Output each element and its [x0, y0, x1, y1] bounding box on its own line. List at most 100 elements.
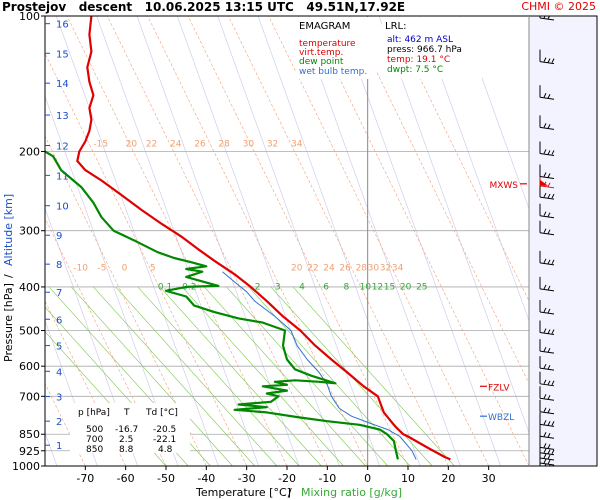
altitude-tick-label: 9: [56, 231, 62, 242]
adiabat-label: 34: [392, 264, 404, 274]
altitude-tick-label: 3: [56, 393, 62, 404]
wind-barb: [547, 449, 551, 454]
mixing-ratio-label: 25: [416, 282, 427, 292]
wind-barb: [539, 452, 555, 456]
wind-barb: [539, 196, 555, 200]
table-cell-td: -22.1: [153, 435, 176, 445]
wind-barb: [539, 383, 555, 387]
x-tick-label: -20: [278, 472, 296, 485]
wind-barb: [539, 96, 555, 100]
wind-barb: [547, 212, 551, 217]
dry-adiabat-line: [228, 16, 449, 466]
y-tick-label: 925: [19, 445, 40, 458]
mixing-ratio-line: [181, 286, 344, 466]
wind-barb: [539, 457, 555, 461]
wind-barb: [551, 449, 555, 454]
y-axis-ticks: 100 200 300 400 500 600 700 850 925 1000: [12, 10, 45, 473]
y-label-pressure: Pressure [hPa]: [2, 283, 15, 362]
altitude-tick-label: 15: [56, 49, 69, 60]
adiabat-labels: -15 20 22 24 26 28 30 32 34-10 -5 0 5 20 22 24 26 28 30 32…: [73, 140, 403, 274]
mixing-ratio-label: 6: [323, 282, 329, 292]
lrl-alt: alt: 462 m ASL: [387, 35, 453, 45]
chart-title: Prostejov descent 10.06.2025 13:15 UTC 4…: [2, 0, 405, 14]
adiabat-label: 30: [368, 264, 380, 274]
wind-barb: [543, 172, 547, 177]
mixing-ratio-line: [159, 286, 322, 466]
wind-barb: [540, 179, 548, 186]
sounding-series: [45, 16, 451, 461]
y-tick-label: 300: [19, 225, 40, 238]
table-cell-p: 850: [86, 445, 103, 455]
y-axis-label: Pressure [hPa] / Altitude [km]: [2, 194, 15, 362]
adiabat-label: 24: [170, 140, 182, 150]
lrl-title: LRL:: [385, 21, 406, 32]
wind-barb: [543, 346, 547, 352]
adiabat-label: 30: [243, 140, 255, 150]
x-tick-label: 10: [401, 472, 415, 485]
table-cell-t: 8.8: [119, 445, 134, 455]
altitude-tick-label: 1: [56, 441, 62, 452]
wind-barb: [551, 329, 555, 334]
sounding-datetime: 10.06.2025 13:15 UTC: [144, 0, 294, 14]
adiabat-label: 22: [146, 140, 157, 150]
dry-adiabat-line: [66, 16, 288, 466]
x-label-temperature: Temperature [°C]: [195, 486, 291, 499]
x-label-mixing-ratio: Mixing ratio [g/kg]: [301, 486, 402, 499]
wind-barb: [551, 58, 555, 63]
wind-barb: [547, 308, 551, 314]
plot-frame: [44, 15, 598, 467]
lrl-temp: temp: 19.1 °C: [387, 55, 450, 65]
lrl-press: press: 966.7 hPa: [387, 45, 462, 55]
dry-adiabat-line: [389, 16, 529, 302]
level-markers: MXWS FZLV WBZL: [480, 181, 527, 423]
table-header-td: Td [°C]: [145, 408, 178, 418]
table-cell-td: -20.5: [153, 425, 176, 435]
moist-adiabat-line: [419, 16, 529, 322]
adiabat-label: -10: [73, 264, 88, 274]
wind-barb: [543, 307, 547, 313]
marker-label: FZLV: [488, 383, 510, 393]
wind-barb: [539, 17, 555, 21]
wind-barb: [543, 443, 547, 448]
altitude-tick-label: 14: [56, 79, 69, 90]
adiabat-label: 20: [291, 264, 303, 274]
legend-item-temperature: temperature: [299, 39, 356, 49]
mixing-ratio-label: 3: [275, 282, 281, 292]
station-coords: 49.51N,17.92E: [306, 0, 406, 14]
x-tick-label: -50: [157, 472, 175, 485]
wind-barb: [543, 394, 547, 399]
y-tick-label: 500: [19, 325, 40, 338]
x-tick-label: -30: [238, 472, 256, 485]
y-tick-label: 850: [19, 428, 40, 441]
adiabat-label: 26: [339, 264, 351, 274]
series-dew-point: [45, 150, 399, 460]
wind-barb: [551, 150, 555, 155]
lrl-box: LRL: alt: 462 m ASL press: 966.7 hPa tem…: [382, 17, 482, 79]
wind-barb: [543, 432, 547, 437]
x-tick-label: 20: [441, 472, 455, 485]
wind-barbs: [539, 16, 555, 470]
wind-barb: [539, 185, 555, 189]
wind-barb: [539, 446, 555, 450]
wind-barb: [540, 468, 554, 470]
wind-barb: [539, 152, 555, 156]
adiabat-label: 24: [323, 264, 335, 274]
x-tick-label: 30: [482, 472, 496, 485]
adiabat-label: -5: [97, 264, 106, 274]
wind-barb: [539, 232, 555, 236]
altitude-tick-label: 4: [56, 367, 62, 378]
wind-barb: [547, 173, 551, 178]
x-axis-ticks: -70 -60 -50 -40 -30 -20 -10 0 10 20 30: [76, 466, 496, 485]
altitude-tick-label: 10: [56, 202, 69, 213]
mixing-ratio-label: 20: [400, 282, 412, 292]
moist-adiabat-line: [459, 16, 529, 210]
wind-barb: [547, 94, 551, 99]
wind-barb: [543, 228, 547, 233]
wind-barb: [539, 61, 555, 65]
dry-adiabat-line: [45, 135, 207, 466]
sounding-kind: descent: [78, 0, 133, 14]
wind-barb: [543, 192, 547, 198]
legend-box: EMAGRAM temperature virt.temp. dew point…: [296, 17, 376, 79]
moist-adiabat-line: [45, 319, 98, 466]
